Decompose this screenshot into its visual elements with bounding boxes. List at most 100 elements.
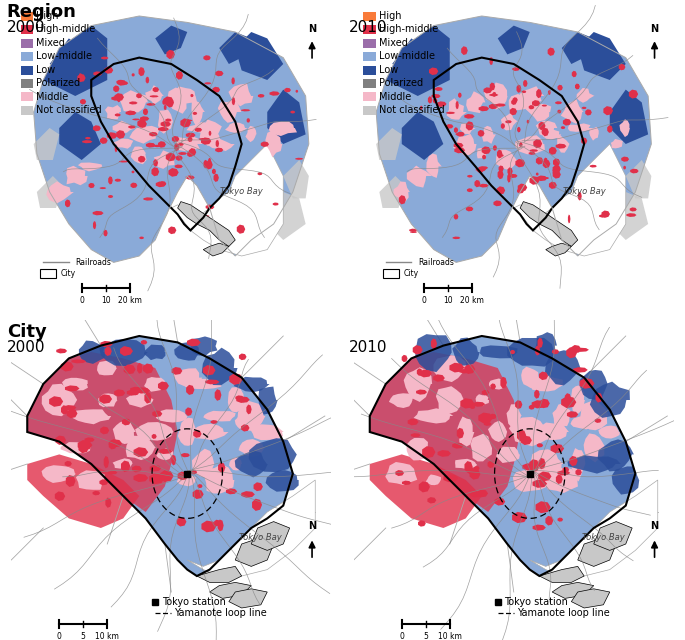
Polygon shape xyxy=(172,136,179,142)
Polygon shape xyxy=(85,137,90,140)
Text: 20 km: 20 km xyxy=(118,296,142,305)
Text: Polarized: Polarized xyxy=(36,78,80,88)
Polygon shape xyxy=(152,410,162,417)
Polygon shape xyxy=(237,225,245,234)
Polygon shape xyxy=(186,407,192,416)
Polygon shape xyxy=(453,134,477,156)
Polygon shape xyxy=(210,420,218,424)
Polygon shape xyxy=(64,461,72,467)
Polygon shape xyxy=(138,156,145,163)
Polygon shape xyxy=(175,86,197,104)
Polygon shape xyxy=(544,157,548,164)
Polygon shape xyxy=(203,411,236,422)
Text: Mixed: Mixed xyxy=(36,38,65,48)
Polygon shape xyxy=(542,104,547,107)
Polygon shape xyxy=(538,458,546,469)
Polygon shape xyxy=(177,517,186,527)
Polygon shape xyxy=(47,181,74,204)
Polygon shape xyxy=(104,67,113,74)
FancyBboxPatch shape xyxy=(363,38,375,48)
Polygon shape xyxy=(155,26,187,54)
Polygon shape xyxy=(529,152,536,155)
Polygon shape xyxy=(512,97,518,103)
Polygon shape xyxy=(61,405,68,415)
Polygon shape xyxy=(498,26,530,54)
Polygon shape xyxy=(582,107,586,109)
Polygon shape xyxy=(411,433,421,437)
Polygon shape xyxy=(100,187,106,189)
Polygon shape xyxy=(258,387,277,415)
Polygon shape xyxy=(567,411,578,418)
Polygon shape xyxy=(453,143,464,148)
Polygon shape xyxy=(155,182,166,188)
Polygon shape xyxy=(507,338,554,367)
Polygon shape xyxy=(121,347,133,355)
Polygon shape xyxy=(470,492,484,497)
Polygon shape xyxy=(99,394,112,404)
Polygon shape xyxy=(468,469,473,474)
Polygon shape xyxy=(530,460,539,470)
Polygon shape xyxy=(146,77,149,84)
Polygon shape xyxy=(571,415,600,429)
Text: 10 km: 10 km xyxy=(95,632,119,640)
Polygon shape xyxy=(370,454,482,528)
Polygon shape xyxy=(501,154,503,157)
Polygon shape xyxy=(187,480,315,576)
Polygon shape xyxy=(556,474,563,484)
Text: Low: Low xyxy=(36,65,55,75)
Polygon shape xyxy=(112,120,136,133)
Polygon shape xyxy=(535,346,540,356)
Polygon shape xyxy=(165,118,172,122)
Polygon shape xyxy=(531,463,539,472)
Polygon shape xyxy=(556,101,562,104)
Polygon shape xyxy=(100,341,113,347)
Polygon shape xyxy=(125,111,136,115)
Polygon shape xyxy=(567,455,621,474)
Polygon shape xyxy=(564,393,571,403)
Polygon shape xyxy=(149,132,158,136)
Text: Tokyo station: Tokyo station xyxy=(504,596,568,607)
Polygon shape xyxy=(251,522,290,550)
Polygon shape xyxy=(214,389,221,401)
Polygon shape xyxy=(561,396,576,408)
Polygon shape xyxy=(153,145,163,147)
Polygon shape xyxy=(563,118,571,125)
Text: Tokyo Bay: Tokyo Bay xyxy=(563,188,606,196)
Polygon shape xyxy=(477,168,484,173)
Polygon shape xyxy=(166,100,173,108)
Polygon shape xyxy=(153,159,158,166)
Polygon shape xyxy=(169,168,179,177)
Polygon shape xyxy=(416,390,427,395)
Polygon shape xyxy=(460,123,475,134)
Polygon shape xyxy=(547,47,555,56)
Polygon shape xyxy=(176,71,183,79)
Polygon shape xyxy=(509,417,551,446)
Polygon shape xyxy=(580,399,608,430)
Text: N: N xyxy=(651,24,658,33)
Polygon shape xyxy=(131,147,147,164)
Text: City: City xyxy=(7,323,47,341)
Polygon shape xyxy=(577,192,582,200)
Polygon shape xyxy=(497,170,503,179)
Polygon shape xyxy=(401,355,408,362)
Text: High-middle: High-middle xyxy=(36,24,95,35)
Polygon shape xyxy=(536,173,538,175)
Polygon shape xyxy=(79,340,105,364)
Polygon shape xyxy=(630,169,638,173)
Polygon shape xyxy=(562,467,569,472)
Polygon shape xyxy=(545,468,579,493)
Polygon shape xyxy=(433,98,437,104)
Polygon shape xyxy=(556,143,566,148)
Text: Middle: Middle xyxy=(379,92,411,102)
Polygon shape xyxy=(594,522,632,550)
Polygon shape xyxy=(518,184,527,191)
Polygon shape xyxy=(238,439,264,456)
Polygon shape xyxy=(195,127,202,132)
Polygon shape xyxy=(143,197,153,200)
Polygon shape xyxy=(201,138,211,145)
Polygon shape xyxy=(265,131,282,157)
Polygon shape xyxy=(499,166,503,172)
Polygon shape xyxy=(120,346,131,356)
Polygon shape xyxy=(482,126,496,144)
Polygon shape xyxy=(449,363,464,372)
